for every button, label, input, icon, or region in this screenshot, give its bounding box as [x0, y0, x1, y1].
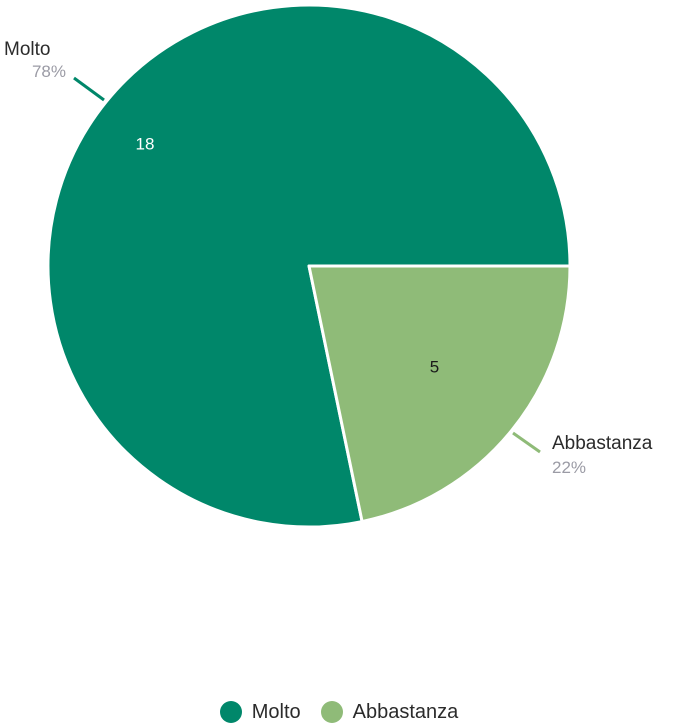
outer-label-abbastanza: Abbastanza	[552, 433, 653, 454]
legend-swatch-abbastanza	[320, 701, 343, 723]
percent-label-molto: 78%	[32, 62, 66, 81]
legend: Molto Abbastanza	[0, 697, 678, 727]
legend-item-molto[interactable]: Molto	[219, 700, 301, 724]
legend-item-abbastanza[interactable]: Abbastanza	[320, 700, 459, 724]
outer-label-molto: Molto	[4, 39, 50, 60]
percent-label-abbastanza: 22%	[552, 458, 586, 477]
outer-labels: Molto 78% Abbastanza 22%	[4, 39, 653, 477]
leader-line-molto	[73, 76, 105, 102]
pie-slice-molto[interactable]	[46, 3, 572, 529]
leader-line-abbastanza	[512, 431, 541, 454]
pie-slices	[46, 3, 572, 529]
legend-label-abbastanza: Abbastanza	[352, 700, 459, 723]
legend-label-molto: Molto	[251, 700, 301, 723]
value-label-abbastanza: 5	[430, 358, 439, 377]
value-label-molto: 18	[136, 134, 155, 153]
pie-slice-abbastanza[interactable]	[307, 264, 572, 524]
legend-swatch-molto	[219, 701, 242, 723]
value-labels: 18 5	[136, 134, 440, 376]
pie-chart: 18 5 Molto 78% Abbastanza 22%	[4, 3, 653, 529]
